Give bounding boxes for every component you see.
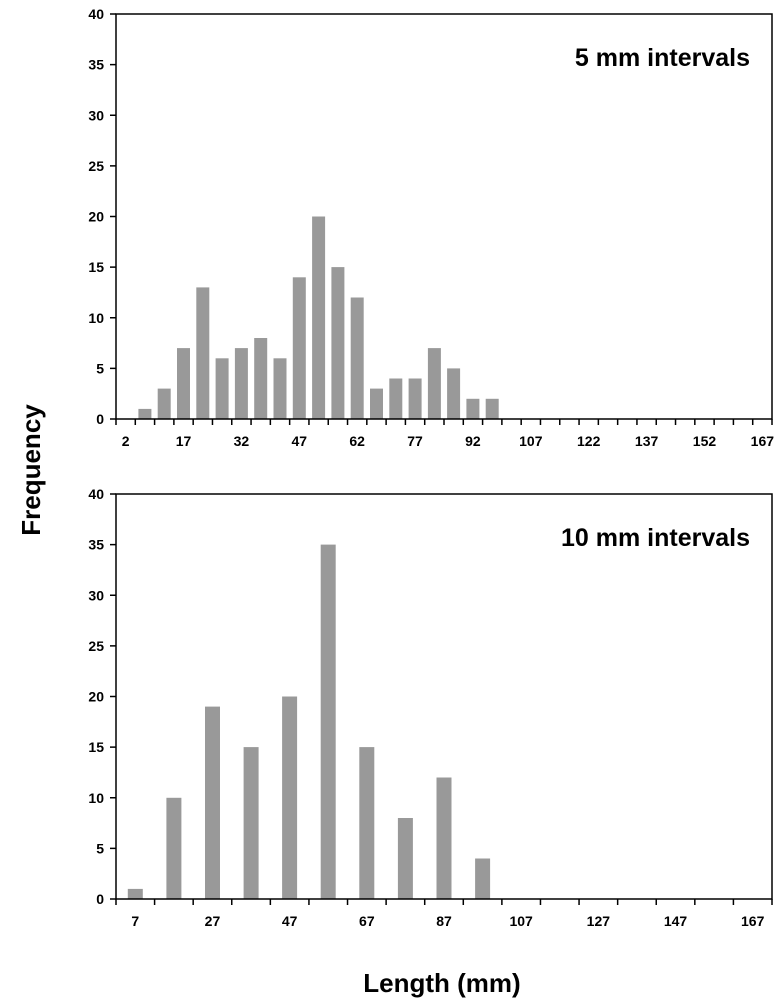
x-axis-title: Length (mm) — [363, 968, 520, 998]
y-tick-label-5: 5 — [96, 840, 104, 856]
x-tick-label-62: 62 — [349, 433, 365, 449]
bar-27 — [215, 358, 229, 420]
bar-52 — [312, 216, 326, 419]
bar-17 — [166, 797, 182, 900]
interval-label: 5 mm intervals — [575, 44, 750, 72]
y-tick-label-40: 40 — [88, 6, 104, 22]
x-tick-label-27: 27 — [205, 913, 221, 929]
plot-frame — [115, 13, 773, 420]
x-tick-label-77: 77 — [407, 433, 423, 449]
bar-42 — [273, 358, 287, 420]
x-tick-label-107: 107 — [509, 913, 533, 929]
bar-67 — [359, 747, 375, 899]
bar-97 — [475, 858, 491, 899]
bar-82 — [427, 348, 441, 419]
y-tick-label-35: 35 — [88, 537, 104, 553]
bar-72 — [389, 378, 403, 419]
histogram-5mm: 0 5 10 15 20 25 30 35 40 2 17 32 47 62 77 92 107 122 137 15… — [88, 6, 774, 449]
bar-37 — [254, 338, 268, 419]
bar-77 — [397, 818, 413, 899]
bar-47 — [282, 696, 298, 899]
y-tick-label-40: 40 — [88, 486, 104, 502]
y-tick-label-25: 25 — [88, 638, 104, 654]
y-tick-label-35: 35 — [88, 57, 104, 73]
y-tick-label-15: 15 — [88, 739, 104, 755]
bar-7 — [127, 888, 143, 899]
y-tick-label-10: 10 — [88, 310, 104, 326]
bar-32 — [234, 348, 248, 419]
interval-label: 10 mm intervals — [561, 524, 750, 552]
bar-87 — [447, 368, 461, 419]
bar-47 — [292, 277, 306, 420]
x-tick-label-167: 167 — [751, 433, 775, 449]
bar-97 — [485, 398, 499, 420]
x-tick-label-92: 92 — [465, 433, 481, 449]
histogram-10mm: 0 5 10 15 20 25 30 35 40 7 27 47 67 87 107 127 147 167 10 … — [88, 486, 773, 929]
y-tick-label-10: 10 — [88, 790, 104, 806]
bar-22 — [196, 287, 210, 419]
bar-67 — [370, 388, 383, 419]
x-tick-label-167: 167 — [741, 913, 765, 929]
x-tick-label-47: 47 — [292, 433, 308, 449]
x-tick-label-87: 87 — [436, 913, 452, 929]
y-tick-label-30: 30 — [88, 587, 104, 603]
bar-12 — [157, 388, 171, 419]
x-tick-label-107: 107 — [519, 433, 543, 449]
y-tick-label-30: 30 — [88, 107, 104, 123]
bar-62 — [350, 297, 364, 419]
x-tick-label-127: 127 — [587, 913, 611, 929]
x-tick-label-17: 17 — [176, 433, 192, 449]
x-tick-label-67: 67 — [359, 913, 375, 929]
bar-17 — [177, 348, 190, 419]
bar-57 — [320, 544, 336, 899]
y-tick-label-0: 0 — [96, 891, 104, 907]
bar-92 — [466, 398, 480, 420]
x-tick-label-122: 122 — [577, 433, 601, 449]
x-tick-label-2: 2 — [122, 433, 130, 449]
x-tick-label-137: 137 — [635, 433, 659, 449]
bar-77 — [408, 378, 422, 419]
bar-87 — [436, 777, 452, 899]
y-tick-label-20: 20 — [88, 209, 104, 225]
x-tick-label-32: 32 — [234, 433, 250, 449]
bar-7 — [138, 408, 152, 419]
bar-37 — [243, 747, 259, 899]
y-tick-label-5: 5 — [96, 360, 104, 376]
x-tick-label-147: 147 — [664, 913, 688, 929]
x-tick-label-7: 7 — [131, 913, 139, 929]
bar-57 — [331, 267, 345, 419]
x-tick-label-47: 47 — [282, 913, 298, 929]
y-tick-label-25: 25 — [88, 158, 104, 174]
y-tick-label-15: 15 — [88, 259, 104, 275]
x-tick-label-152: 152 — [693, 433, 717, 449]
y-axis-title: Frequency — [16, 404, 46, 536]
bar-27 — [205, 706, 220, 899]
y-tick-label-0: 0 — [96, 411, 104, 427]
y-tick-label-20: 20 — [88, 689, 104, 705]
